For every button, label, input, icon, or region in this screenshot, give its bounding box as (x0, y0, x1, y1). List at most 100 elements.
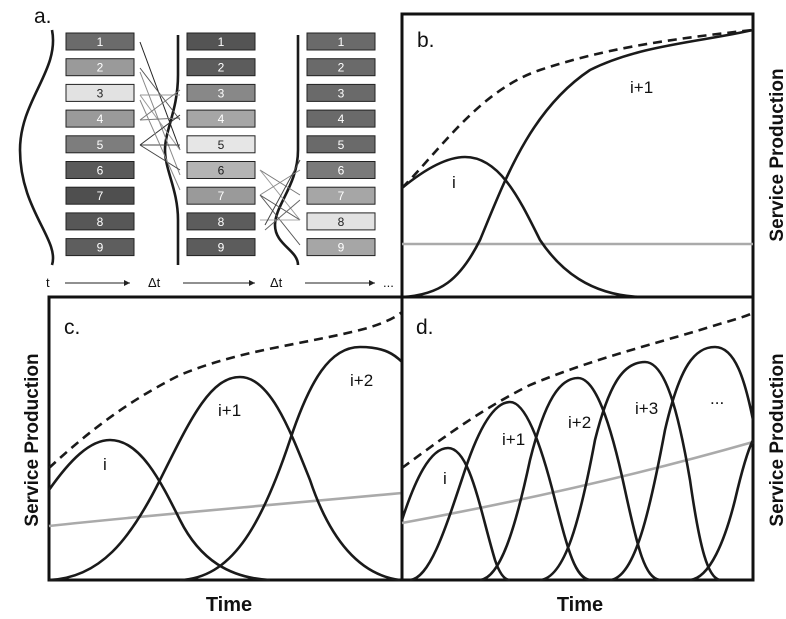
state-box-col1-8 (65, 212, 135, 231)
state-box-label-col1-4: 4 (97, 112, 104, 126)
panel-a-distribution-curve-2 (163, 35, 180, 265)
state-box-col1-6 (65, 161, 135, 179)
panel-b-label: b. (417, 29, 435, 52)
state-box-label-col1-1: 1 (97, 35, 104, 49)
panel-b-curve-i-plus-1 (401, 28, 754, 299)
panel-d-curve-label-i-plus-1: i+1 (502, 430, 525, 449)
state-box-label-col3-1: 1 (338, 35, 345, 49)
state-box-col3-5 (306, 135, 376, 154)
state-box-label-col1-8: 8 (97, 215, 104, 229)
panel-c-x-axis-label: Time (206, 594, 252, 616)
panel-b: b. i i+1 Service Production (400, 12, 786, 299)
state-box-col2-9 (186, 238, 256, 257)
panel-c-curve-i (47, 438, 271, 582)
panel-d-baseline (401, 440, 754, 525)
state-box-col2-2 (186, 58, 256, 77)
panel-c: c. i i+1 i+2 Service Production Time (22, 295, 404, 616)
state-box-label-col2-6: 6 (218, 164, 225, 178)
panel-d-frame (400, 295, 755, 582)
state-box-label-col2-9: 9 (218, 241, 225, 255)
state-box-col1-1 (65, 32, 135, 51)
state-box-label-col3-4: 4 (338, 112, 345, 126)
state-box-col2-6 (186, 161, 256, 179)
panel-c-envelope (48, 310, 403, 469)
state-box-label-col3-5: 5 (338, 138, 345, 152)
panel-d-curve-i-plus-2 (479, 376, 661, 582)
state-box-col2-7 (186, 186, 256, 205)
state-box-label-col3-2: 2 (338, 61, 345, 75)
time-axis-ellipsis: ... (383, 275, 394, 290)
state-box-col3-9 (306, 238, 376, 257)
state-box-col2-5 (186, 135, 256, 154)
state-box-label-col2-8: 8 (218, 215, 225, 229)
panel-c-curve-i-plus-1 (48, 375, 401, 582)
state-box-label-col3-8: 8 (338, 215, 345, 229)
panel-d: d. i i+1 i+2 i+3 ... Service Production … (400, 295, 786, 616)
state-box-label-col1-5: 5 (97, 138, 104, 152)
panel-d-curve-i-plus-4 (609, 345, 755, 582)
state-box-col1-9 (65, 238, 135, 257)
state-box-col2-1 (186, 32, 256, 51)
state-box-col1-2 (65, 58, 135, 77)
state-box-col3-8 (306, 212, 376, 231)
panel-a-time-axis: t Δt Δt ... (46, 275, 394, 290)
panel-d-curve-i-plus-1 (409, 400, 591, 582)
panel-d-curve-label-i-plus-2: i+2 (568, 413, 591, 432)
state-box-col2-4 (186, 109, 256, 128)
panel-b-y-axis-label: Service Production (767, 68, 786, 241)
state-box-col3-4 (306, 109, 376, 128)
state-box-label-col1-7: 7 (97, 189, 104, 203)
panel-d-curve-label-i-plus-3: i+3 (635, 399, 658, 418)
panel-a-distribution-curve-3 (273, 35, 300, 266)
state-box-col1-3 (65, 83, 135, 102)
time-axis-dt-label-2: Δt (270, 275, 283, 290)
panel-c-curve-label-i-plus-2: i+2 (350, 371, 373, 390)
panel-a-arrows-2 (259, 159, 301, 246)
panel-a-box-grid: 1 2 3 4 5 6 7 8 9 1 2 3 4 5 6 7 8 9 1 2 3 4 5 6 7 8 9 (65, 32, 376, 257)
state-box-col3-3 (306, 83, 376, 102)
state-box-label-col3-3: 3 (338, 86, 345, 100)
state-box-col3-1 (306, 32, 376, 51)
state-box-col1-5 (65, 135, 135, 154)
panel-b-envelope (401, 28, 754, 189)
state-box-label-col1-2: 2 (97, 61, 104, 75)
state-box-label-col2-7: 7 (218, 189, 225, 203)
state-box-col1-4 (65, 109, 135, 128)
panel-d-curve-label-more: ... (710, 389, 724, 408)
state-box-col1-7 (65, 186, 135, 205)
state-box-label-col2-1: 1 (218, 35, 225, 49)
state-box-label-col2-3: 3 (218, 86, 225, 100)
time-axis-t-label: t (46, 275, 50, 290)
panel-a-label: a. (34, 5, 52, 28)
panel-b-curve-label-i-plus-1: i+1 (630, 78, 653, 97)
state-box-col3-7 (306, 186, 376, 205)
panel-c-baseline (48, 491, 403, 528)
panel-b-curve-i (401, 155, 641, 299)
time-axis-dt-label-1: Δt (148, 275, 161, 290)
panel-b-frame (400, 12, 755, 299)
panel-c-curve-label-i-plus-1: i+1 (218, 401, 241, 420)
state-box-label-col1-6: 6 (97, 164, 104, 178)
panel-d-curve-i-plus-5 (689, 439, 755, 582)
state-box-col2-3 (186, 83, 256, 102)
state-box-label-col3-6: 6 (338, 164, 345, 178)
panel-d-curve-i (400, 446, 511, 582)
state-box-label-col3-9: 9 (338, 241, 345, 255)
panel-c-label: c. (64, 316, 80, 339)
state-box-col3-6 (306, 161, 376, 179)
panel-d-curve-label-i: i (443, 469, 447, 488)
state-box-col3-2 (306, 58, 376, 77)
panel-a: a. 1 2 3 4 5 6 7 8 9 1 2 3 4 5 6 7 8 9 1 2 3 4 5 6 7 8 9 (18, 5, 394, 290)
panel-d-label: d. (416, 316, 434, 339)
state-box-col2-8 (186, 212, 256, 231)
panel-c-y-axis-label: Service Production (22, 353, 43, 526)
panel-b-curve-label-i: i (452, 173, 456, 192)
state-box-label-col1-3: 3 (97, 86, 104, 100)
panel-c-curve-i-plus-2 (179, 345, 403, 582)
state-box-label-col1-9: 9 (97, 241, 104, 255)
panel-d-x-axis-label: Time (557, 594, 603, 616)
state-box-label-col3-7: 7 (338, 189, 345, 203)
panel-a-arrows-1 (139, 41, 181, 191)
panel-d-y-axis-label: Service Production (767, 353, 786, 526)
